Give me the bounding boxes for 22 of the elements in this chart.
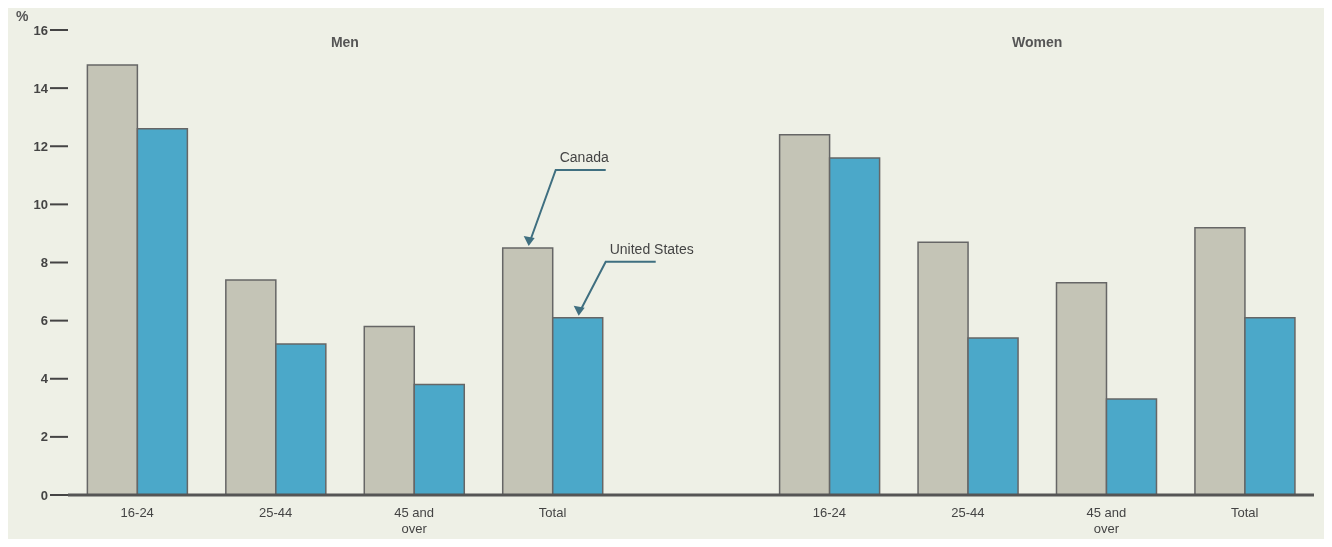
x-tick-label: 45 and over [1086, 505, 1127, 536]
y-tick-label: 6 [40, 313, 48, 329]
annotation: Women [1010, 34, 1064, 50]
text: United States [609, 240, 694, 257]
x-tick-label: 45 and over [394, 505, 434, 536]
x-tick-label: Total [538, 505, 567, 520]
x-tick-label: 16-24 [120, 505, 154, 520]
x-tick-label: 16-24 [812, 505, 847, 520]
x-tick-label: 25-44 [951, 505, 985, 520]
x-tick-label: 25-44 [259, 505, 293, 520]
y-tick-label: 2 [40, 429, 48, 445]
y-tick-label: 4 [40, 371, 49, 387]
y-tick-label: 8 [40, 255, 48, 271]
y-tick-label: 16 [33, 22, 48, 38]
text: Canada [559, 148, 609, 165]
y-axis-title: % [16, 8, 29, 24]
y-tick-label: 14 [33, 80, 49, 96]
y-tick-label: 10 [33, 196, 48, 212]
y-tick-label: 0 [40, 487, 48, 503]
y-tick-label: 12 [33, 138, 48, 154]
annotation: Men [329, 34, 360, 50]
x-tick-label: Total [1231, 505, 1259, 520]
